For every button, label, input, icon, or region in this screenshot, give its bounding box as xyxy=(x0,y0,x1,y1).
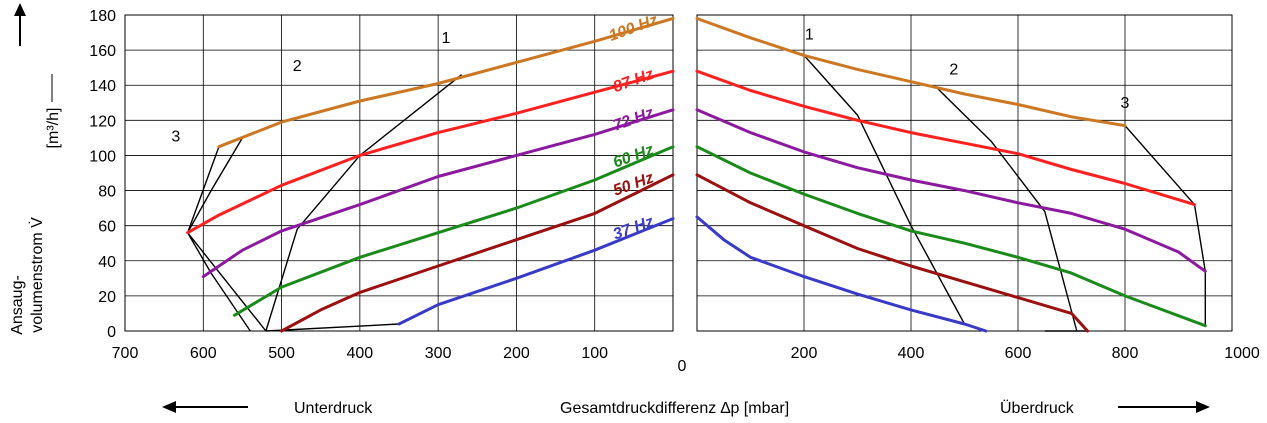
series-line-right xyxy=(695,145,1207,328)
series-line-right xyxy=(695,215,988,333)
ueberdruck-label: Überdruck xyxy=(1000,399,1075,417)
series-lines xyxy=(186,17,1207,333)
series-line-left xyxy=(217,17,675,149)
right-plot-area xyxy=(696,14,1233,332)
boundary-line-left xyxy=(186,146,251,332)
x-tick-label-right: 1000 xyxy=(1224,345,1260,362)
x-tick-label-left: 300 xyxy=(425,345,452,362)
y-axis-label-line1: Ansaug- xyxy=(9,275,26,335)
x-axis-label: Gesamtdruckdifferenz ∆p [mbar] xyxy=(560,400,789,417)
y-tick-label: 20 xyxy=(98,289,116,306)
y-tick-label: 80 xyxy=(98,184,116,201)
x-tick-label-right: 400 xyxy=(898,345,925,362)
y-tick-label: 40 xyxy=(98,254,116,271)
x-tick-label-left: 500 xyxy=(268,345,295,362)
series-line-right xyxy=(695,69,1196,207)
right-direction-arrow xyxy=(1118,401,1210,413)
x-tick-label-left: 200 xyxy=(503,345,530,362)
y-tick-label: 120 xyxy=(89,113,116,130)
region-number: 2 xyxy=(293,58,302,75)
boundary-line-left xyxy=(265,74,463,332)
region-number: 3 xyxy=(171,128,180,145)
series-line-left xyxy=(397,217,675,326)
y-axis-label-line2: volumenstrom V̇ xyxy=(28,217,46,333)
y-tick-label: 140 xyxy=(89,78,116,95)
x-tick-label-right: 600 xyxy=(1005,345,1032,362)
y-axis-arrow xyxy=(14,3,26,46)
series-line-left xyxy=(280,173,675,333)
x-tick-label-right: 800 xyxy=(1112,345,1139,362)
y-tick-label: 100 xyxy=(89,148,116,165)
unterdruck-label: Unterdruck xyxy=(294,400,373,417)
x-tick-label-left: 100 xyxy=(581,345,608,362)
boundary-line-right xyxy=(1124,125,1207,326)
y-axis-unit: [m³/h] xyxy=(45,108,62,149)
y-tick-label: 180 xyxy=(89,8,116,25)
series-line-right xyxy=(695,108,1207,273)
region-number: 2 xyxy=(949,62,958,79)
x-tick-label-left: 700 xyxy=(112,345,139,362)
x-tick-label-left: 600 xyxy=(190,345,217,362)
region-number: 1 xyxy=(442,30,451,47)
series-line-left xyxy=(233,145,675,317)
region-number: 1 xyxy=(805,27,814,44)
y-tick-label: 60 xyxy=(98,219,116,236)
boundary-lines xyxy=(186,54,1207,332)
x-tick-label-right: 200 xyxy=(791,345,818,362)
left-direction-arrow xyxy=(162,401,248,413)
left-plot-area xyxy=(124,14,674,332)
annotations: 1 2 3 1 2 3 xyxy=(171,27,1129,146)
region-number: 3 xyxy=(1121,95,1130,112)
y-tick-label: 160 xyxy=(89,43,116,60)
y-tick-label: 0 xyxy=(107,324,116,341)
series-line-right xyxy=(695,173,1089,333)
series-line-left xyxy=(201,108,675,279)
boundary-line-left xyxy=(186,137,267,332)
x-tick-label-left: 400 xyxy=(347,345,374,362)
boundary-line-left xyxy=(265,323,400,332)
x-tick-label-zero: 0 xyxy=(678,358,687,375)
series-line-left xyxy=(186,69,675,235)
series-line-right xyxy=(695,17,1127,128)
